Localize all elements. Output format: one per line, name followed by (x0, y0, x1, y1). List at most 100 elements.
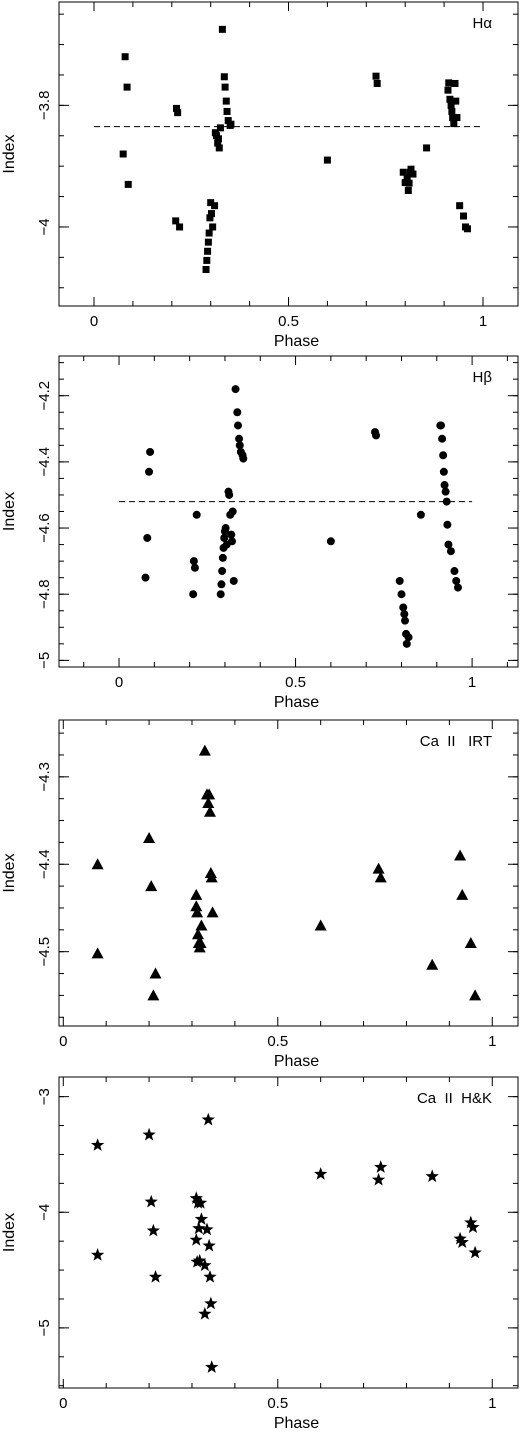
data-point (453, 1231, 467, 1245)
data-point (218, 567, 227, 576)
data-point (448, 107, 456, 115)
data-point (442, 497, 451, 506)
plot-frame (58, 719, 519, 1027)
data-point (454, 849, 467, 861)
data-point (204, 238, 212, 246)
data-point (227, 120, 235, 128)
data-point (193, 1196, 208, 1209)
data-point (403, 174, 411, 182)
data-point (229, 576, 238, 585)
x-tick-label: 0.5 (278, 313, 299, 330)
data-point (407, 165, 415, 173)
data-point (202, 1238, 216, 1252)
data-point (228, 507, 237, 516)
data-point (189, 1233, 203, 1246)
x-tick-label: 0.5 (267, 1033, 288, 1050)
data-point (190, 900, 203, 912)
data-point (193, 1253, 207, 1267)
plot-frame (58, 1076, 519, 1389)
data-point (374, 871, 387, 883)
data-point (215, 144, 223, 152)
data-point (217, 580, 226, 589)
data-point (439, 451, 448, 460)
data-point (452, 576, 461, 585)
y-axis-label: Index (1, 134, 18, 173)
data-point (192, 1221, 206, 1235)
x-tick-label: 0 (59, 1395, 67, 1412)
x-tick-label: 1 (468, 674, 476, 691)
data-point (91, 858, 104, 870)
y-tick-label: −4.6 (36, 513, 53, 543)
data-point (399, 603, 408, 612)
y-tick-label: −5 (36, 652, 53, 669)
data-point (222, 97, 230, 105)
data-point (372, 431, 381, 440)
data-point (224, 117, 232, 125)
x-tick-label: 0.5 (285, 674, 306, 691)
y-tick-label: −3.8 (36, 91, 53, 121)
data-point (404, 633, 413, 642)
y-tick-label: −5 (36, 1319, 53, 1336)
data-point (402, 639, 411, 648)
data-point (204, 867, 217, 878)
data-point (191, 906, 204, 918)
data-point (466, 1220, 480, 1233)
y-tick-label: −4.4 (36, 849, 53, 879)
data-point (416, 510, 425, 519)
y-axis-label: Index (1, 492, 18, 531)
data-point (399, 168, 407, 176)
series-label: Hα (472, 15, 492, 32)
data-point (469, 989, 482, 1001)
data-point (405, 179, 413, 187)
plot-frame (58, 1, 519, 307)
x-tick-label: 0 (90, 313, 98, 330)
data-point (216, 124, 224, 132)
data-point (450, 120, 458, 128)
data-point (456, 202, 464, 210)
data-point (147, 989, 160, 1001)
data-point (371, 1172, 386, 1186)
x-axis-label: Phase (274, 1053, 319, 1070)
data-point (456, 888, 469, 900)
data-point (443, 520, 452, 529)
data-point (203, 788, 216, 800)
data-point (205, 229, 213, 237)
data-point (189, 590, 198, 599)
y-tick-label: −4.2 (36, 381, 53, 411)
data-point (207, 199, 215, 207)
data-point (220, 533, 229, 542)
y-tick-label: −4 (36, 1204, 53, 1221)
x-tick-label: 0 (59, 1033, 67, 1050)
data-point (194, 936, 207, 948)
x-tick-label: 0.5 (267, 1395, 288, 1412)
data-point (372, 862, 385, 874)
data-point (460, 212, 468, 220)
data-point (228, 537, 237, 546)
y-tick-label: −4.8 (36, 579, 53, 609)
data-point (464, 936, 477, 948)
x-axis-label: Phase (274, 694, 319, 711)
data-point (450, 567, 459, 576)
y-axis-label: Index (1, 1213, 18, 1252)
y-tick-label: −4.3 (36, 762, 53, 792)
data-point (145, 467, 154, 476)
y-tick-label: −3 (36, 1088, 53, 1105)
data-point (206, 906, 219, 918)
data-point (218, 25, 226, 33)
data-point (207, 210, 215, 218)
y-tick-label: −4 (36, 218, 53, 235)
data-point (198, 1258, 212, 1272)
series-label: Hβ (473, 369, 493, 386)
data-point (172, 104, 180, 112)
data-point (468, 1245, 482, 1259)
data-point (439, 467, 448, 476)
data-point (326, 537, 335, 546)
data-point (198, 1307, 212, 1320)
data-point (463, 225, 471, 233)
data-point (314, 919, 327, 931)
series-label: Ca II IRT (420, 733, 492, 750)
data-point (190, 888, 203, 900)
data-point (143, 533, 152, 542)
data-point (404, 186, 412, 194)
